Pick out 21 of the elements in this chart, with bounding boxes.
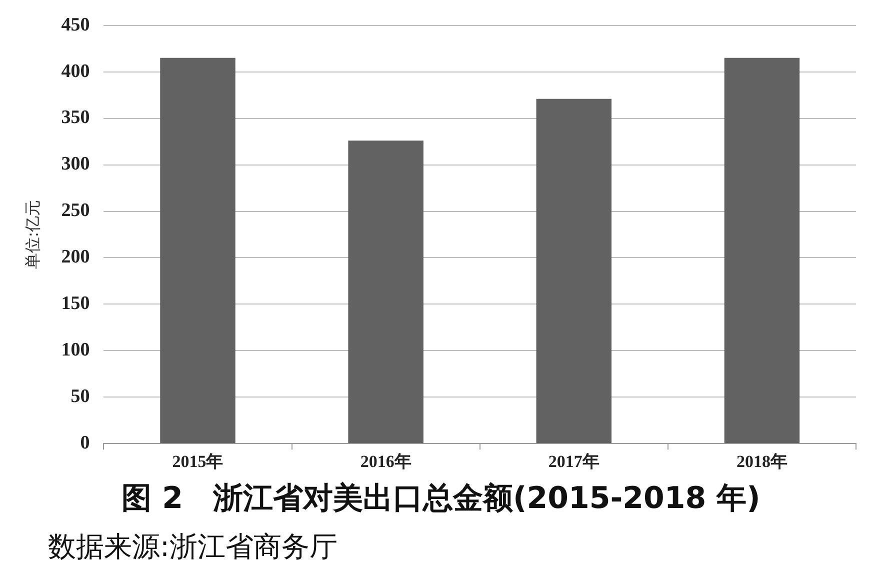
bar xyxy=(536,98,612,444)
bar xyxy=(724,58,800,444)
y-tick-label: 200 xyxy=(61,246,90,268)
bar xyxy=(348,140,424,444)
y-tick-label: 50 xyxy=(70,386,90,408)
text: 图 2 浙江省对美出口总金额(2015-2018 年) xyxy=(120,480,762,518)
x-tick-label: 2015年 xyxy=(172,452,224,472)
x-tick-label: 2016年 xyxy=(360,452,412,472)
y-tick-label: 100 xyxy=(61,340,90,361)
source-note: 数据来源:浙江省商务厅 xyxy=(48,529,338,565)
y-tick-label: 150 xyxy=(61,293,90,314)
x-tick-label: 2017年 xyxy=(548,452,600,472)
y-tick-label: 450 xyxy=(61,14,90,36)
y-tick-label: 400 xyxy=(61,60,90,82)
y-tick-label: 250 xyxy=(61,200,90,222)
y-tick-label: 300 xyxy=(61,154,90,175)
bar xyxy=(160,58,236,444)
y-axis-title: 单位:亿元 xyxy=(22,200,42,270)
y-tick-label: 0 xyxy=(80,432,90,454)
y-tick-label: 350 xyxy=(61,107,90,128)
x-tick-label: 2018年 xyxy=(736,452,788,472)
